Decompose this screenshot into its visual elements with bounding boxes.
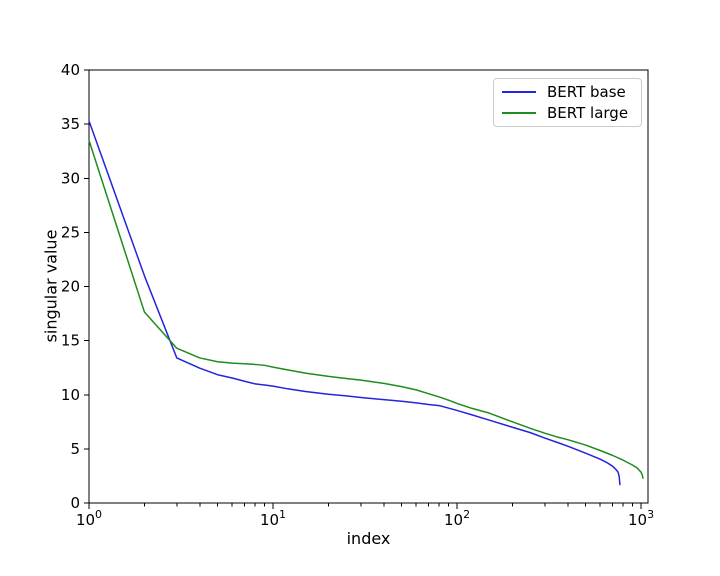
legend: BERT base BERT large (493, 78, 642, 127)
x-axis-label: index (346, 529, 391, 548)
x-tick-label: 100 (76, 508, 102, 529)
y-axis-ticks: 0 5 10 15 20 25 30 35 40 (61, 61, 89, 512)
series-line-bert-base (88, 120, 621, 486)
legend-item-bert-base: BERT base (502, 82, 633, 101)
y-tick-label: 40 (61, 61, 80, 79)
series-line-bert-large (88, 139, 644, 479)
legend-line-swatch-bert-base (502, 90, 536, 93)
y-tick-label: 15 (61, 332, 80, 350)
y-axis-label: singular value (41, 229, 61, 343)
y-tick-label: 35 (61, 115, 80, 133)
legend-label-bert-base: BERT base (547, 82, 626, 101)
y-tick-label: 30 (61, 169, 80, 187)
x-tick-label: 101 (260, 508, 286, 529)
legend-line-swatch-bert-large (502, 112, 536, 115)
y-tick-label: 20 (61, 278, 80, 296)
y-tick-label: 5 (70, 440, 80, 458)
legend-item-bert-large: BERT large (502, 105, 633, 122)
x-tick-label: 103 (628, 508, 654, 529)
legend-label-bert-large: BERT large (547, 104, 629, 122)
y-tick-label: 25 (61, 223, 80, 241)
x-axis-ticks: 100 101 102 103 (76, 503, 654, 529)
series-lines (88, 120, 644, 486)
x-tick-label: 102 (444, 508, 470, 529)
y-tick-label: 10 (61, 386, 80, 404)
y-tick-label: 0 (70, 494, 80, 512)
